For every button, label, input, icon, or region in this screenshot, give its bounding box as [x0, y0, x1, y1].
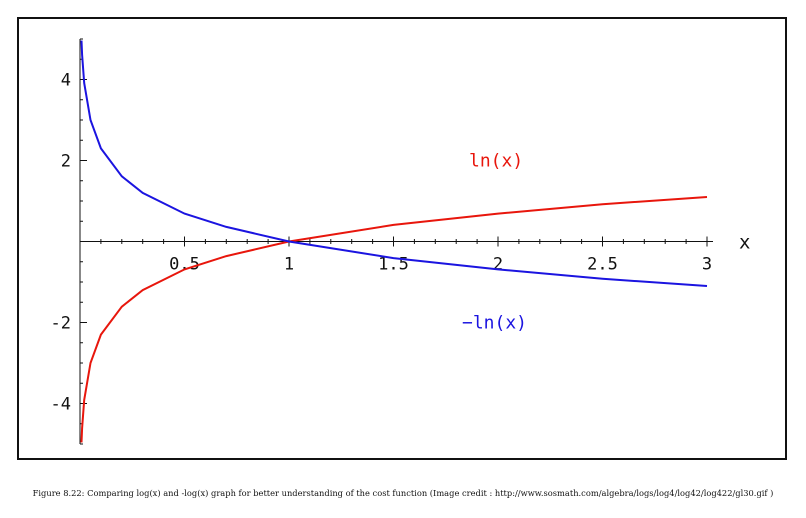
figure-caption: Figure 8.22: Comparing log(x) and -log(x…: [32, 488, 774, 498]
y-tick-label: -4: [51, 395, 71, 415]
series-label-ln-x: ln(x): [469, 151, 523, 172]
minor-ticks: [80, 38, 708, 445]
x-axis-label: x: [739, 232, 750, 254]
figure-frame: 0.5 1 1.5 2 2.5 3 4 2 -2 -4 x ln(x) −ln(x): [17, 17, 787, 460]
y-tick-label: -2: [51, 314, 71, 334]
x-tick-label: 3: [702, 255, 712, 275]
series-line-ln-x: [80, 196, 708, 443]
y-tick-label: 2: [61, 152, 71, 172]
x-tick-label: 2.5: [587, 255, 618, 275]
y-tick-label: 4: [61, 71, 71, 91]
x-tick-label: 1: [284, 255, 294, 275]
series-label-neg-ln-x: −ln(x): [462, 313, 527, 334]
curves: [80, 40, 708, 443]
x-tick-label: 0.5: [169, 255, 200, 275]
x-tick-label: 2: [493, 255, 503, 275]
y-ticks: 4 2 -2 -4: [51, 71, 87, 415]
series-line-neg-ln-x: [80, 40, 708, 287]
axes: [79, 39, 713, 444]
line-chart: 0.5 1 1.5 2 2.5 3 42-2-4 x ln(x) −ln(x): [51, 38, 750, 445]
x-ticks: 0.5 1 1.5 2 2.5 3: [169, 236, 712, 275]
